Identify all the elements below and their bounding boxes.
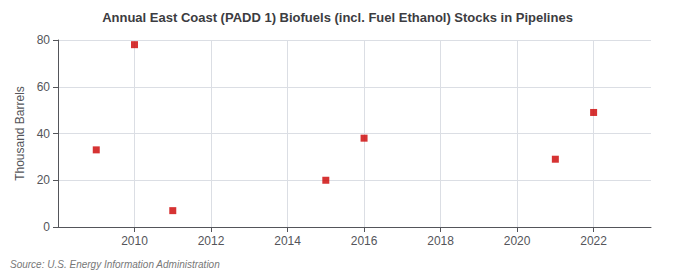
svg-text:Source: U.S. Energy Informatio: Source: U.S. Energy Information Administ… bbox=[10, 259, 220, 270]
svg-text:Thousand Barrels: Thousand Barrels bbox=[13, 86, 27, 181]
svg-text:2020: 2020 bbox=[504, 234, 531, 248]
svg-text:40: 40 bbox=[37, 127, 51, 141]
svg-text:2016: 2016 bbox=[351, 234, 378, 248]
svg-text:80: 80 bbox=[37, 33, 51, 47]
svg-text:Annual East Coast (PADD 1) Bio: Annual East Coast (PADD 1) Biofuels (inc… bbox=[102, 10, 573, 25]
svg-text:2012: 2012 bbox=[198, 234, 225, 248]
svg-text:0: 0 bbox=[43, 220, 50, 234]
svg-text:20: 20 bbox=[37, 173, 51, 187]
svg-text:60: 60 bbox=[37, 80, 51, 94]
svg-text:2018: 2018 bbox=[427, 234, 454, 248]
svg-text:2022: 2022 bbox=[580, 234, 607, 248]
svg-text:2014: 2014 bbox=[274, 234, 301, 248]
svg-text:2010: 2010 bbox=[121, 234, 148, 248]
